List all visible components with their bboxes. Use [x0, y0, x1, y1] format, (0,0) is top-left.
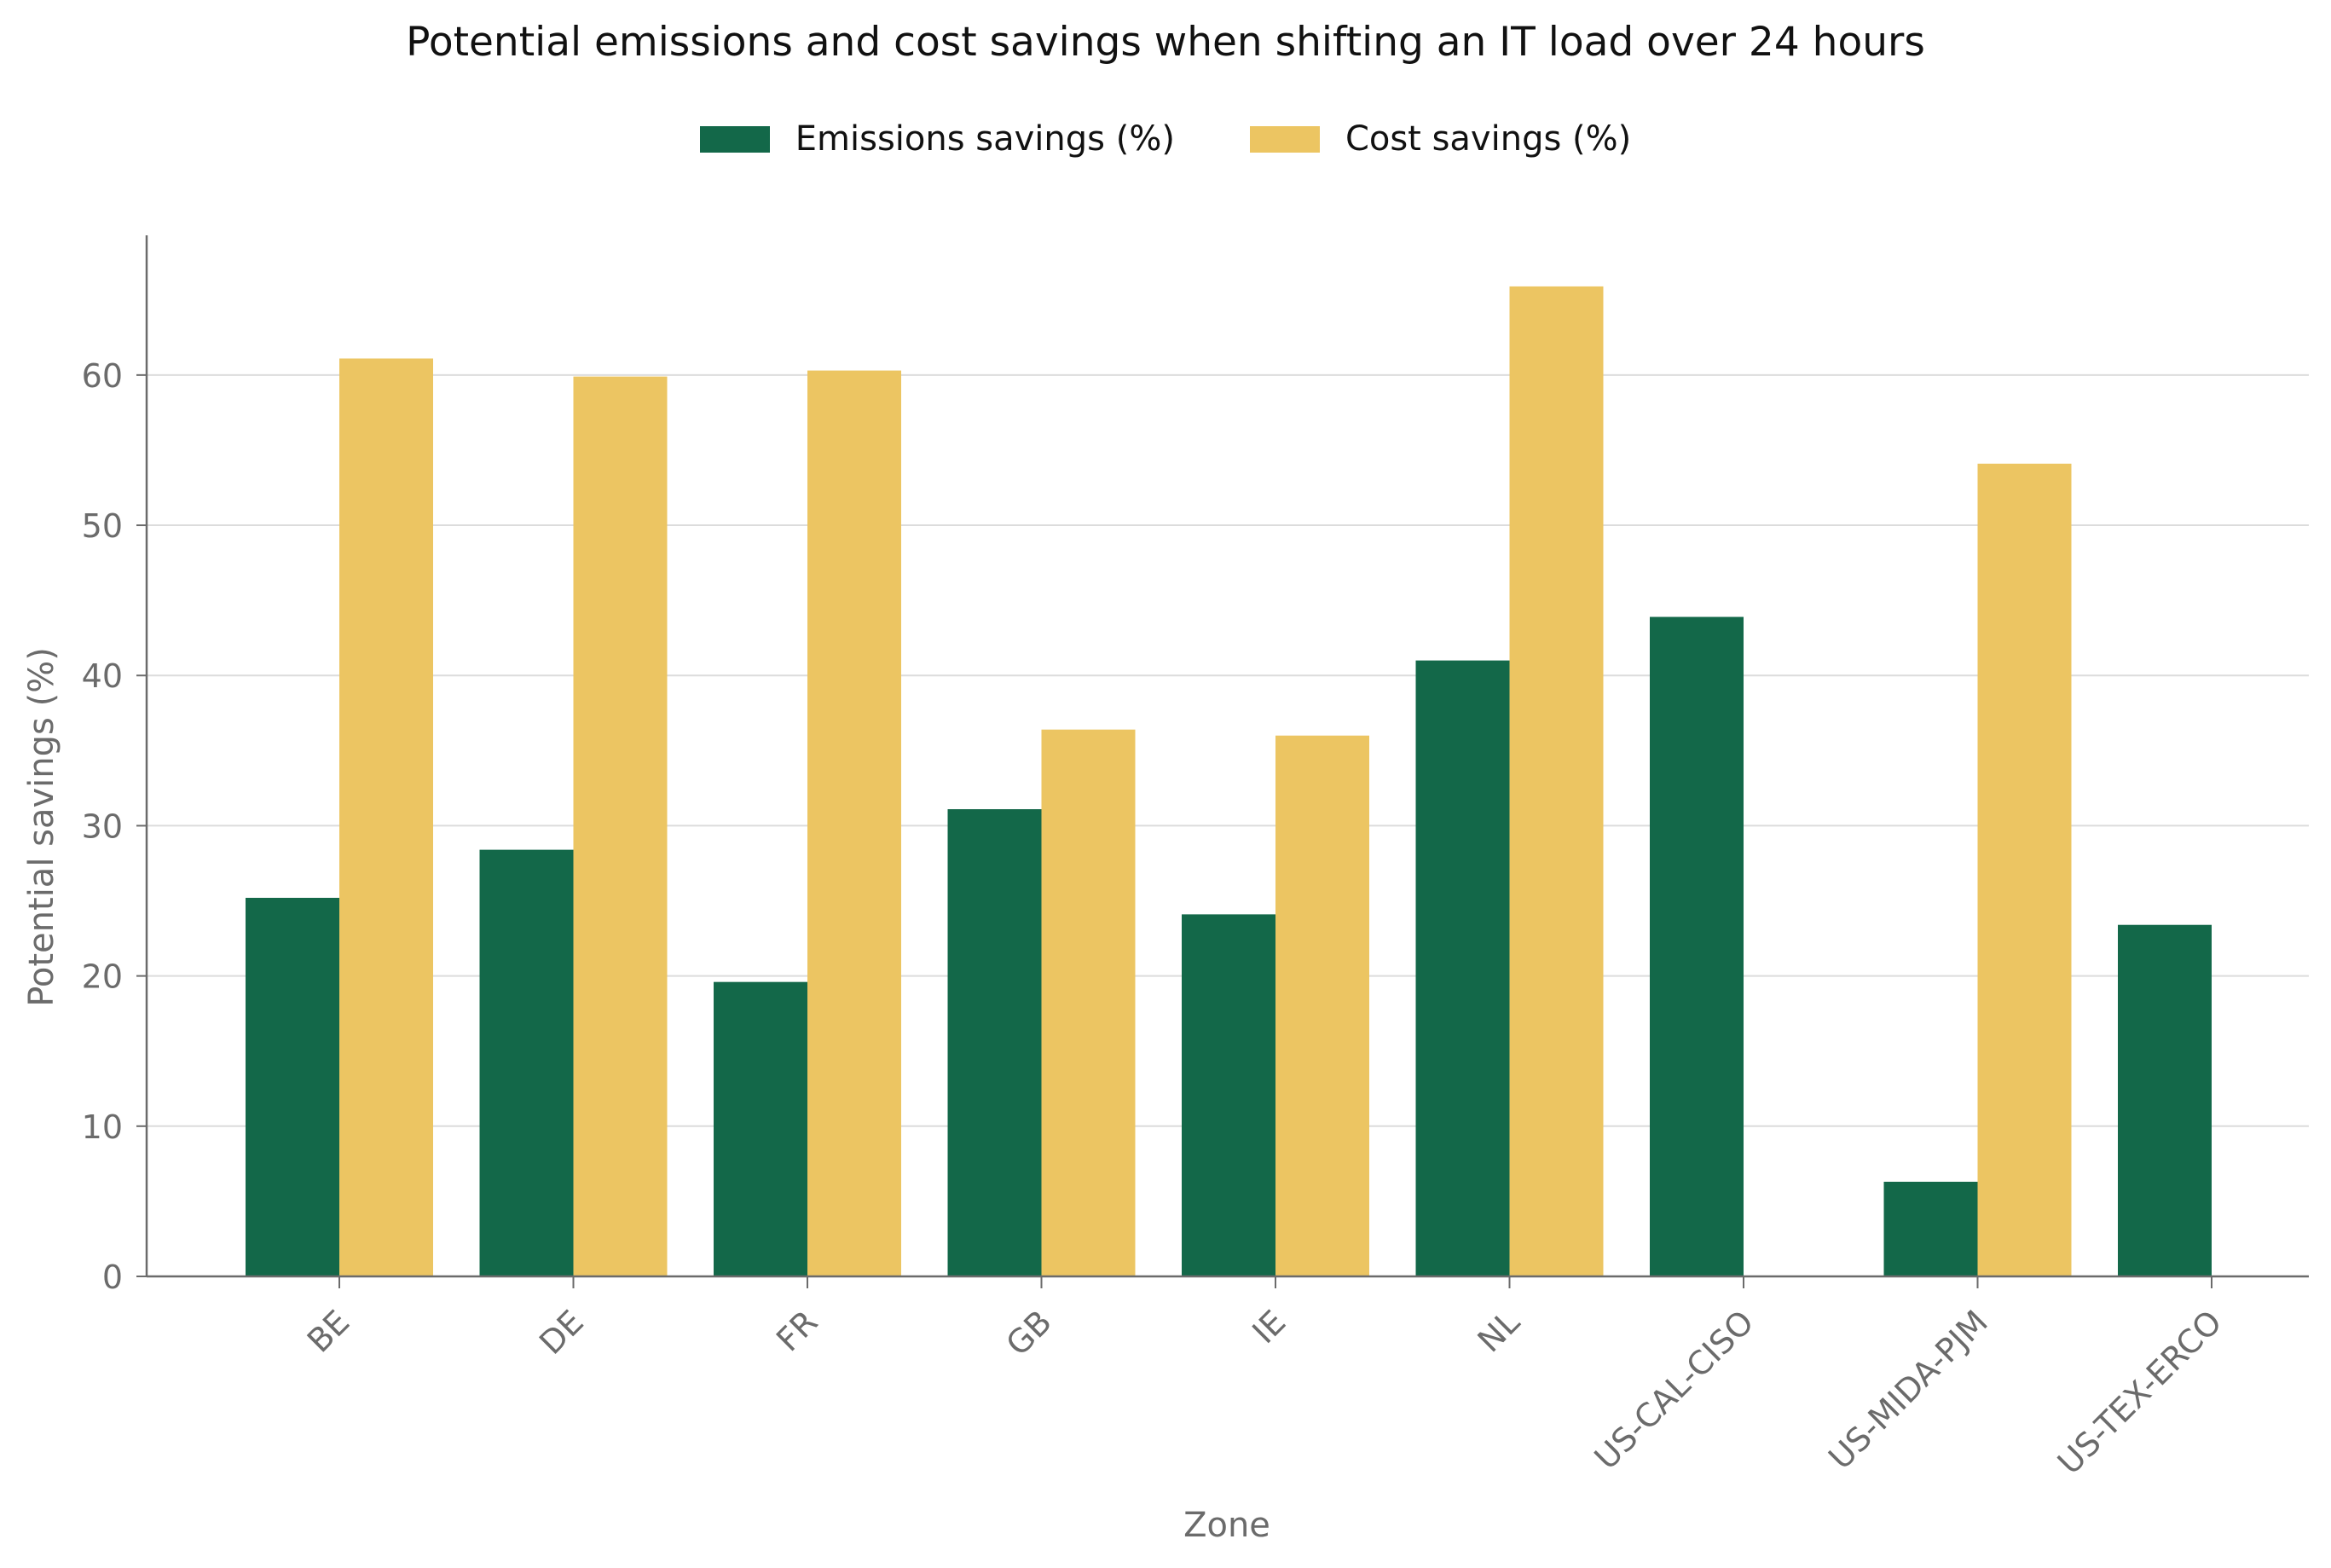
bar-emissions-be	[246, 898, 339, 1276]
bar-cost-nl	[1509, 286, 1604, 1276]
legend-item-cost: Cost savings (%)	[1249, 119, 1632, 159]
y-axis-title: Potential savings (%)	[22, 647, 61, 1007]
y-tick-label-50: 50	[82, 507, 123, 545]
bar-cost-de	[573, 376, 668, 1277]
bar-emissions-de	[479, 849, 574, 1276]
x-tick-label-be: BE	[300, 1303, 357, 1360]
bar-cost-be	[339, 358, 433, 1276]
bar-emissions-us-tex-erco	[2118, 924, 2212, 1276]
bar-emissions-us-mida-pjm	[1883, 1182, 1978, 1276]
x-tick-label-fr: FR	[769, 1303, 824, 1358]
x-tick-label-gb: GB	[998, 1303, 1058, 1363]
x-tick-label-us-mida-pjm: US-MIDA-PJM	[1821, 1303, 1995, 1477]
bar-emissions-nl	[1415, 660, 1510, 1276]
x-tick-label-nl: NL	[1471, 1303, 1527, 1359]
legend-swatch-emissions	[699, 125, 770, 153]
x-tick-label-de: DE	[532, 1303, 591, 1362]
x-tick-label-us-tex-erco: US-TEX-ERCO	[2050, 1303, 2229, 1481]
bar-cost-us-mida-pjm	[1977, 463, 2072, 1276]
legend: Emissions savings (%) Cost savings (%)	[0, 119, 2331, 159]
y-tick-label-10: 10	[82, 1108, 123, 1146]
legend-item-emissions: Emissions savings (%)	[699, 119, 1175, 159]
bar-emissions-ie	[1182, 914, 1275, 1276]
bar-cost-gb	[1041, 729, 1136, 1276]
y-tick-label-60: 60	[82, 357, 123, 395]
bars	[246, 286, 2212, 1277]
x-axis-title: Zone	[1183, 1506, 1270, 1545]
y-tick-label-0: 0	[102, 1258, 123, 1296]
bar-emissions-us-cal-ciso	[1650, 616, 1744, 1276]
bar-cost-fr	[807, 370, 901, 1277]
chart-title: Potential emissions and cost savings whe…	[406, 19, 1925, 66]
bar-emissions-gb	[947, 809, 1042, 1276]
bar-emissions-fr	[714, 981, 807, 1276]
legend-label-emissions: Emissions savings (%)	[795, 119, 1175, 159]
legend-label-cost: Cost savings (%)	[1345, 119, 1632, 159]
x-tick-label-us-cal-ciso: US-CAL-CISO	[1588, 1303, 1761, 1477]
legend-swatch-cost	[1249, 125, 1320, 153]
y-tick-label-20: 20	[82, 958, 123, 996]
y-tick-label-40: 40	[82, 657, 123, 695]
x-tick-label-ie: IE	[1245, 1303, 1293, 1351]
y-tick-label-30: 30	[82, 807, 123, 845]
bar-cost-ie	[1275, 735, 1369, 1276]
